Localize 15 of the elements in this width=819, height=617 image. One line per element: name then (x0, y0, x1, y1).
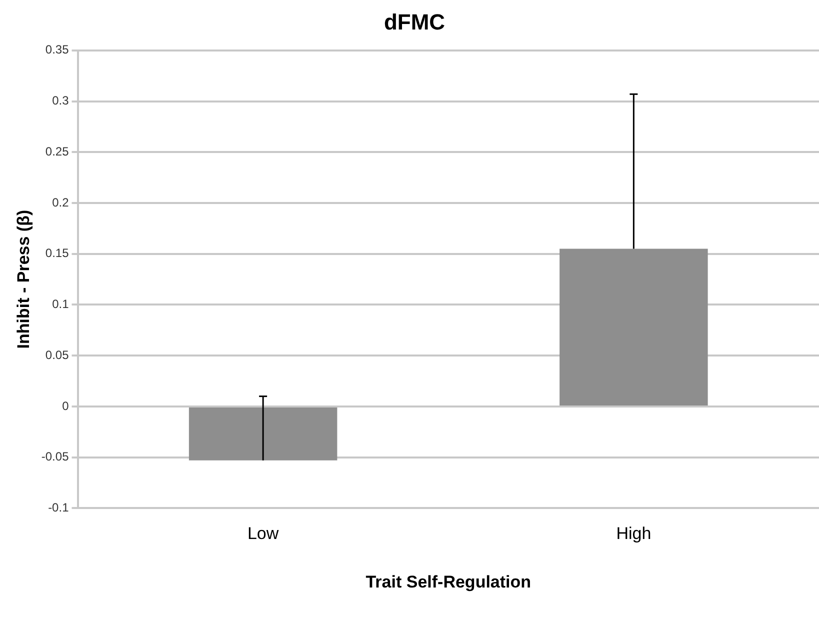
y-tick-label: 0.1 (52, 297, 70, 312)
y-tick-label: -0.05 (41, 450, 70, 464)
x-tick-label: High (616, 524, 652, 544)
y-tick-label: -0.1 (48, 500, 70, 515)
y-tick-label: 0.05 (45, 348, 70, 362)
x-axis-title: Trait Self-Regulation (366, 572, 532, 592)
y-tick-label: 0.35 (45, 42, 70, 57)
y-tick-label: 0.3 (52, 94, 70, 108)
x-tick-label: Low (247, 524, 280, 544)
chart-title: dFMC (384, 9, 446, 34)
y-tick-label: 0.25 (45, 144, 70, 158)
y-axis-title: Inhibit - Press (β) (14, 210, 33, 349)
y-tick-label: 0.15 (45, 246, 70, 260)
y-tick-label: 0 (62, 398, 70, 413)
y-tick-label: 0.2 (52, 195, 70, 210)
